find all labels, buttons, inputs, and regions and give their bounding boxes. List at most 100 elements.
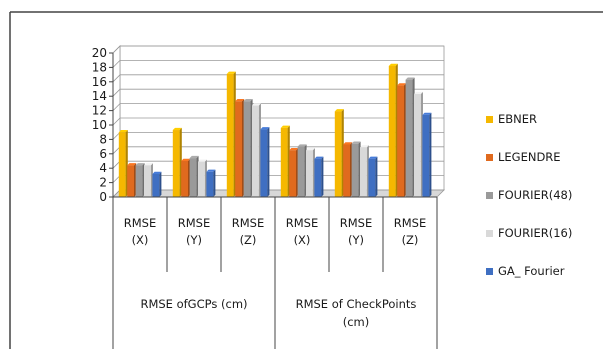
bar-LEGENDRE-2 [235, 99, 245, 197]
bar-side [213, 169, 216, 197]
bar-front [343, 144, 350, 197]
x-group-label-0-0: RMSE ofGCPs (cm) [140, 297, 247, 311]
bar-top [135, 163, 145, 166]
bar-top [144, 163, 153, 166]
bar-top [118, 130, 128, 133]
legend-item-0: EBNER [486, 112, 537, 126]
y-tick-label-12: 12 [92, 104, 107, 118]
bar-front [405, 79, 413, 197]
bar-GA_ Fourier-4 [368, 156, 378, 197]
bar-top [235, 99, 245, 102]
bar-front [206, 171, 214, 197]
bar-top [343, 142, 353, 145]
bar-front [127, 165, 134, 197]
bar-FOURIER(16)-5 [414, 91, 423, 197]
y-tick-label-0: 0 [99, 190, 107, 204]
bar-top [280, 125, 290, 128]
bar-side [159, 171, 162, 197]
bar-front [135, 165, 143, 197]
bar-top [422, 112, 432, 115]
bar-side [321, 156, 324, 197]
bar-FOURIER(16)-1 [198, 159, 207, 197]
bar-front [297, 146, 305, 197]
legend-item-1: LEGENDRE [486, 150, 561, 164]
gridline-12 [112, 103, 444, 111]
bar-front [422, 114, 430, 197]
bar-front [243, 101, 251, 197]
bar-top [351, 141, 361, 144]
plot-area [112, 45, 445, 198]
bar-top [414, 91, 423, 95]
legend-item-3: FOURIER(16) [486, 226, 572, 240]
gridline-16 [112, 74, 444, 83]
bar-front [189, 158, 197, 197]
x-axis-table: RMSE (X) RMSE (Y) RMSE (Z) RMSE (X) RMSE (Y) RMSE (… [112, 196, 438, 349]
legend-label: LEGENDRE [498, 150, 561, 164]
bar-top [260, 127, 270, 130]
bar-EBNER-3 [280, 125, 290, 197]
legend-label: EBNER [498, 112, 538, 126]
bar-FOURIER(16)-4 [360, 145, 369, 197]
bar-front [172, 130, 180, 197]
bar-front [334, 111, 342, 197]
x-tick-label-5-1: (Z) [402, 233, 419, 247]
bar-FOURIER(48)-4 [351, 141, 361, 197]
bar-side [267, 127, 270, 197]
x-group-label-1-1: (cm) [343, 315, 370, 329]
bar-LEGENDRE-1 [181, 158, 191, 197]
bar-front [226, 73, 234, 197]
bar-top [189, 155, 199, 159]
bar-front [388, 65, 396, 198]
x-tick-label-4-0: RMSE [340, 216, 372, 230]
y-tick-label-16: 16 [92, 75, 107, 89]
bar-front [260, 129, 268, 197]
bar-FOURIER(16)-3 [306, 148, 315, 197]
x-tick-label-3-0: RMSE [286, 216, 318, 230]
bar-GA_ Fourier-3 [314, 156, 324, 197]
bar-front [198, 161, 205, 197]
x-tick-label-2-0: RMSE [232, 216, 264, 230]
bar-front [368, 158, 376, 197]
legend-swatch [486, 153, 493, 161]
bar-top [314, 156, 324, 159]
bar-top [206, 169, 216, 172]
bar-EBNER-2 [226, 71, 236, 197]
bar-GA_ Fourier-5 [422, 112, 432, 197]
bar-GA_ Fourier-2 [260, 127, 270, 197]
gridline-14 [112, 88, 444, 97]
bar-FOURIER(48)-0 [135, 163, 145, 197]
bar-front [289, 150, 296, 197]
x-tick-label-0-1: (X) [132, 233, 149, 247]
legend-label: FOURIER(48) [498, 188, 573, 202]
bar-top [368, 156, 378, 159]
bar-LEGENDRE-5 [397, 83, 407, 197]
bar-FOURIER(48)-2 [243, 99, 253, 197]
y-tick-label-2: 2 [99, 176, 107, 190]
legend-swatch [486, 191, 493, 199]
bar-top [397, 83, 407, 86]
bar-FOURIER(16)-2 [252, 103, 261, 197]
legend-item-4: GA_ Fourier [486, 264, 564, 278]
y-tick-label-4: 4 [99, 161, 107, 175]
y-tick-label-10: 10 [92, 118, 107, 132]
bar-GA_ Fourier-1 [206, 169, 216, 197]
bar-top [172, 127, 182, 131]
bar-FOURIER(48)-1 [189, 155, 199, 197]
legend-label: FOURIER(16) [498, 226, 573, 240]
x-tick-label-1-0: RMSE [178, 216, 210, 230]
bar-front [414, 94, 421, 197]
bar-top [152, 171, 162, 174]
bar-top [226, 71, 236, 74]
bar-top [198, 159, 207, 162]
bar-LEGENDRE-4 [343, 142, 353, 197]
bar-EBNER-4 [334, 109, 344, 197]
legend-swatch [486, 267, 493, 275]
y-tick-label-8: 8 [99, 132, 107, 146]
bar-front [280, 127, 288, 197]
y-tick-label-14: 14 [92, 89, 107, 103]
bar-top [289, 148, 299, 151]
bar-front [118, 132, 126, 197]
bar-EBNER-1 [172, 127, 182, 197]
bar-EBNER-0 [118, 130, 128, 197]
